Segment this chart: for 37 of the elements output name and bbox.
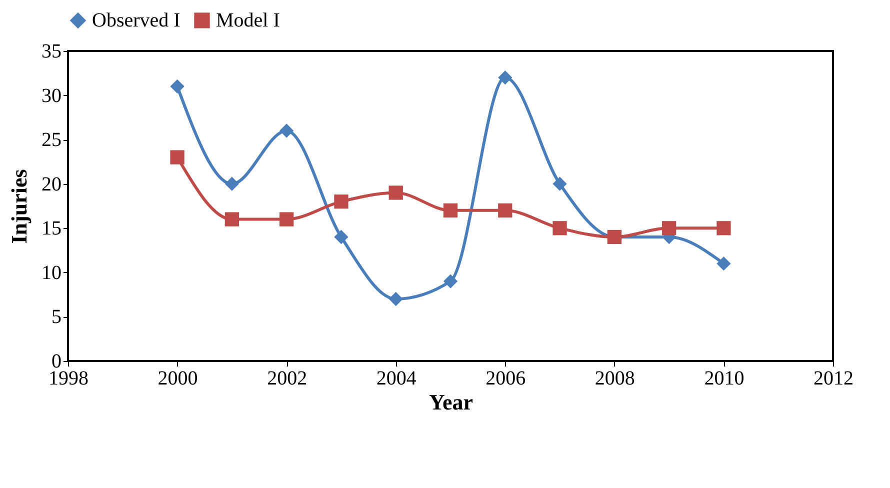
point xyxy=(498,203,512,218)
point xyxy=(334,230,348,244)
y-tick-label: 15 xyxy=(42,218,62,240)
point xyxy=(498,70,512,85)
legend-label: Observed I xyxy=(92,9,180,32)
x-tick-label: 2000 xyxy=(158,368,198,390)
x-tick-label: 2008 xyxy=(594,368,635,390)
point xyxy=(388,292,403,306)
point xyxy=(716,221,731,236)
point xyxy=(662,221,676,236)
point xyxy=(552,221,567,236)
y-tick-label: 30 xyxy=(42,84,62,107)
x-tick-label: 2002 xyxy=(267,368,308,390)
point xyxy=(280,212,294,226)
x-tick-label: 2012 xyxy=(814,368,854,390)
y-tick-label: 25 xyxy=(42,129,62,152)
y-tick-label: 35 xyxy=(42,40,62,62)
point xyxy=(716,256,731,271)
x-tick-label: 2004 xyxy=(376,368,416,390)
y-tick-label: 20 xyxy=(42,173,62,196)
point xyxy=(443,203,458,218)
y-axis-title: Injuries xyxy=(6,168,32,244)
point xyxy=(170,150,184,164)
legend-label: Model I xyxy=(216,9,280,32)
point xyxy=(224,212,239,226)
x-tick-label: 2010 xyxy=(704,368,744,390)
point xyxy=(443,274,458,288)
y-tick-label: 10 xyxy=(42,262,62,284)
point xyxy=(552,176,567,191)
point xyxy=(280,124,294,138)
x-axis-title: Year xyxy=(429,390,474,414)
point xyxy=(224,176,239,191)
point xyxy=(170,79,184,94)
y-tick-label: 5 xyxy=(52,306,62,328)
point xyxy=(388,186,403,200)
x-tick-label: 2006 xyxy=(486,368,526,390)
point xyxy=(334,194,348,209)
